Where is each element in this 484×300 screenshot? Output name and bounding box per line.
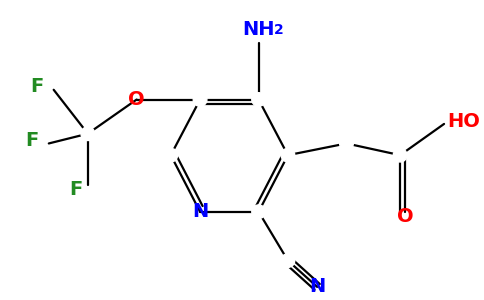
Circle shape — [252, 205, 265, 219]
Circle shape — [281, 148, 295, 162]
Circle shape — [340, 136, 353, 150]
Text: O: O — [397, 207, 413, 226]
Circle shape — [81, 127, 95, 140]
Text: F: F — [70, 180, 83, 199]
Circle shape — [281, 254, 295, 267]
Circle shape — [193, 93, 207, 106]
Text: 2: 2 — [274, 23, 284, 37]
Text: F: F — [30, 77, 44, 96]
Text: N: N — [192, 202, 208, 221]
Text: N: N — [309, 278, 325, 296]
Text: F: F — [26, 131, 39, 150]
Circle shape — [252, 93, 265, 106]
Circle shape — [164, 148, 178, 162]
Text: O: O — [128, 90, 145, 109]
Text: HO: HO — [447, 112, 480, 130]
Circle shape — [393, 148, 407, 162]
Text: NH: NH — [242, 20, 275, 39]
